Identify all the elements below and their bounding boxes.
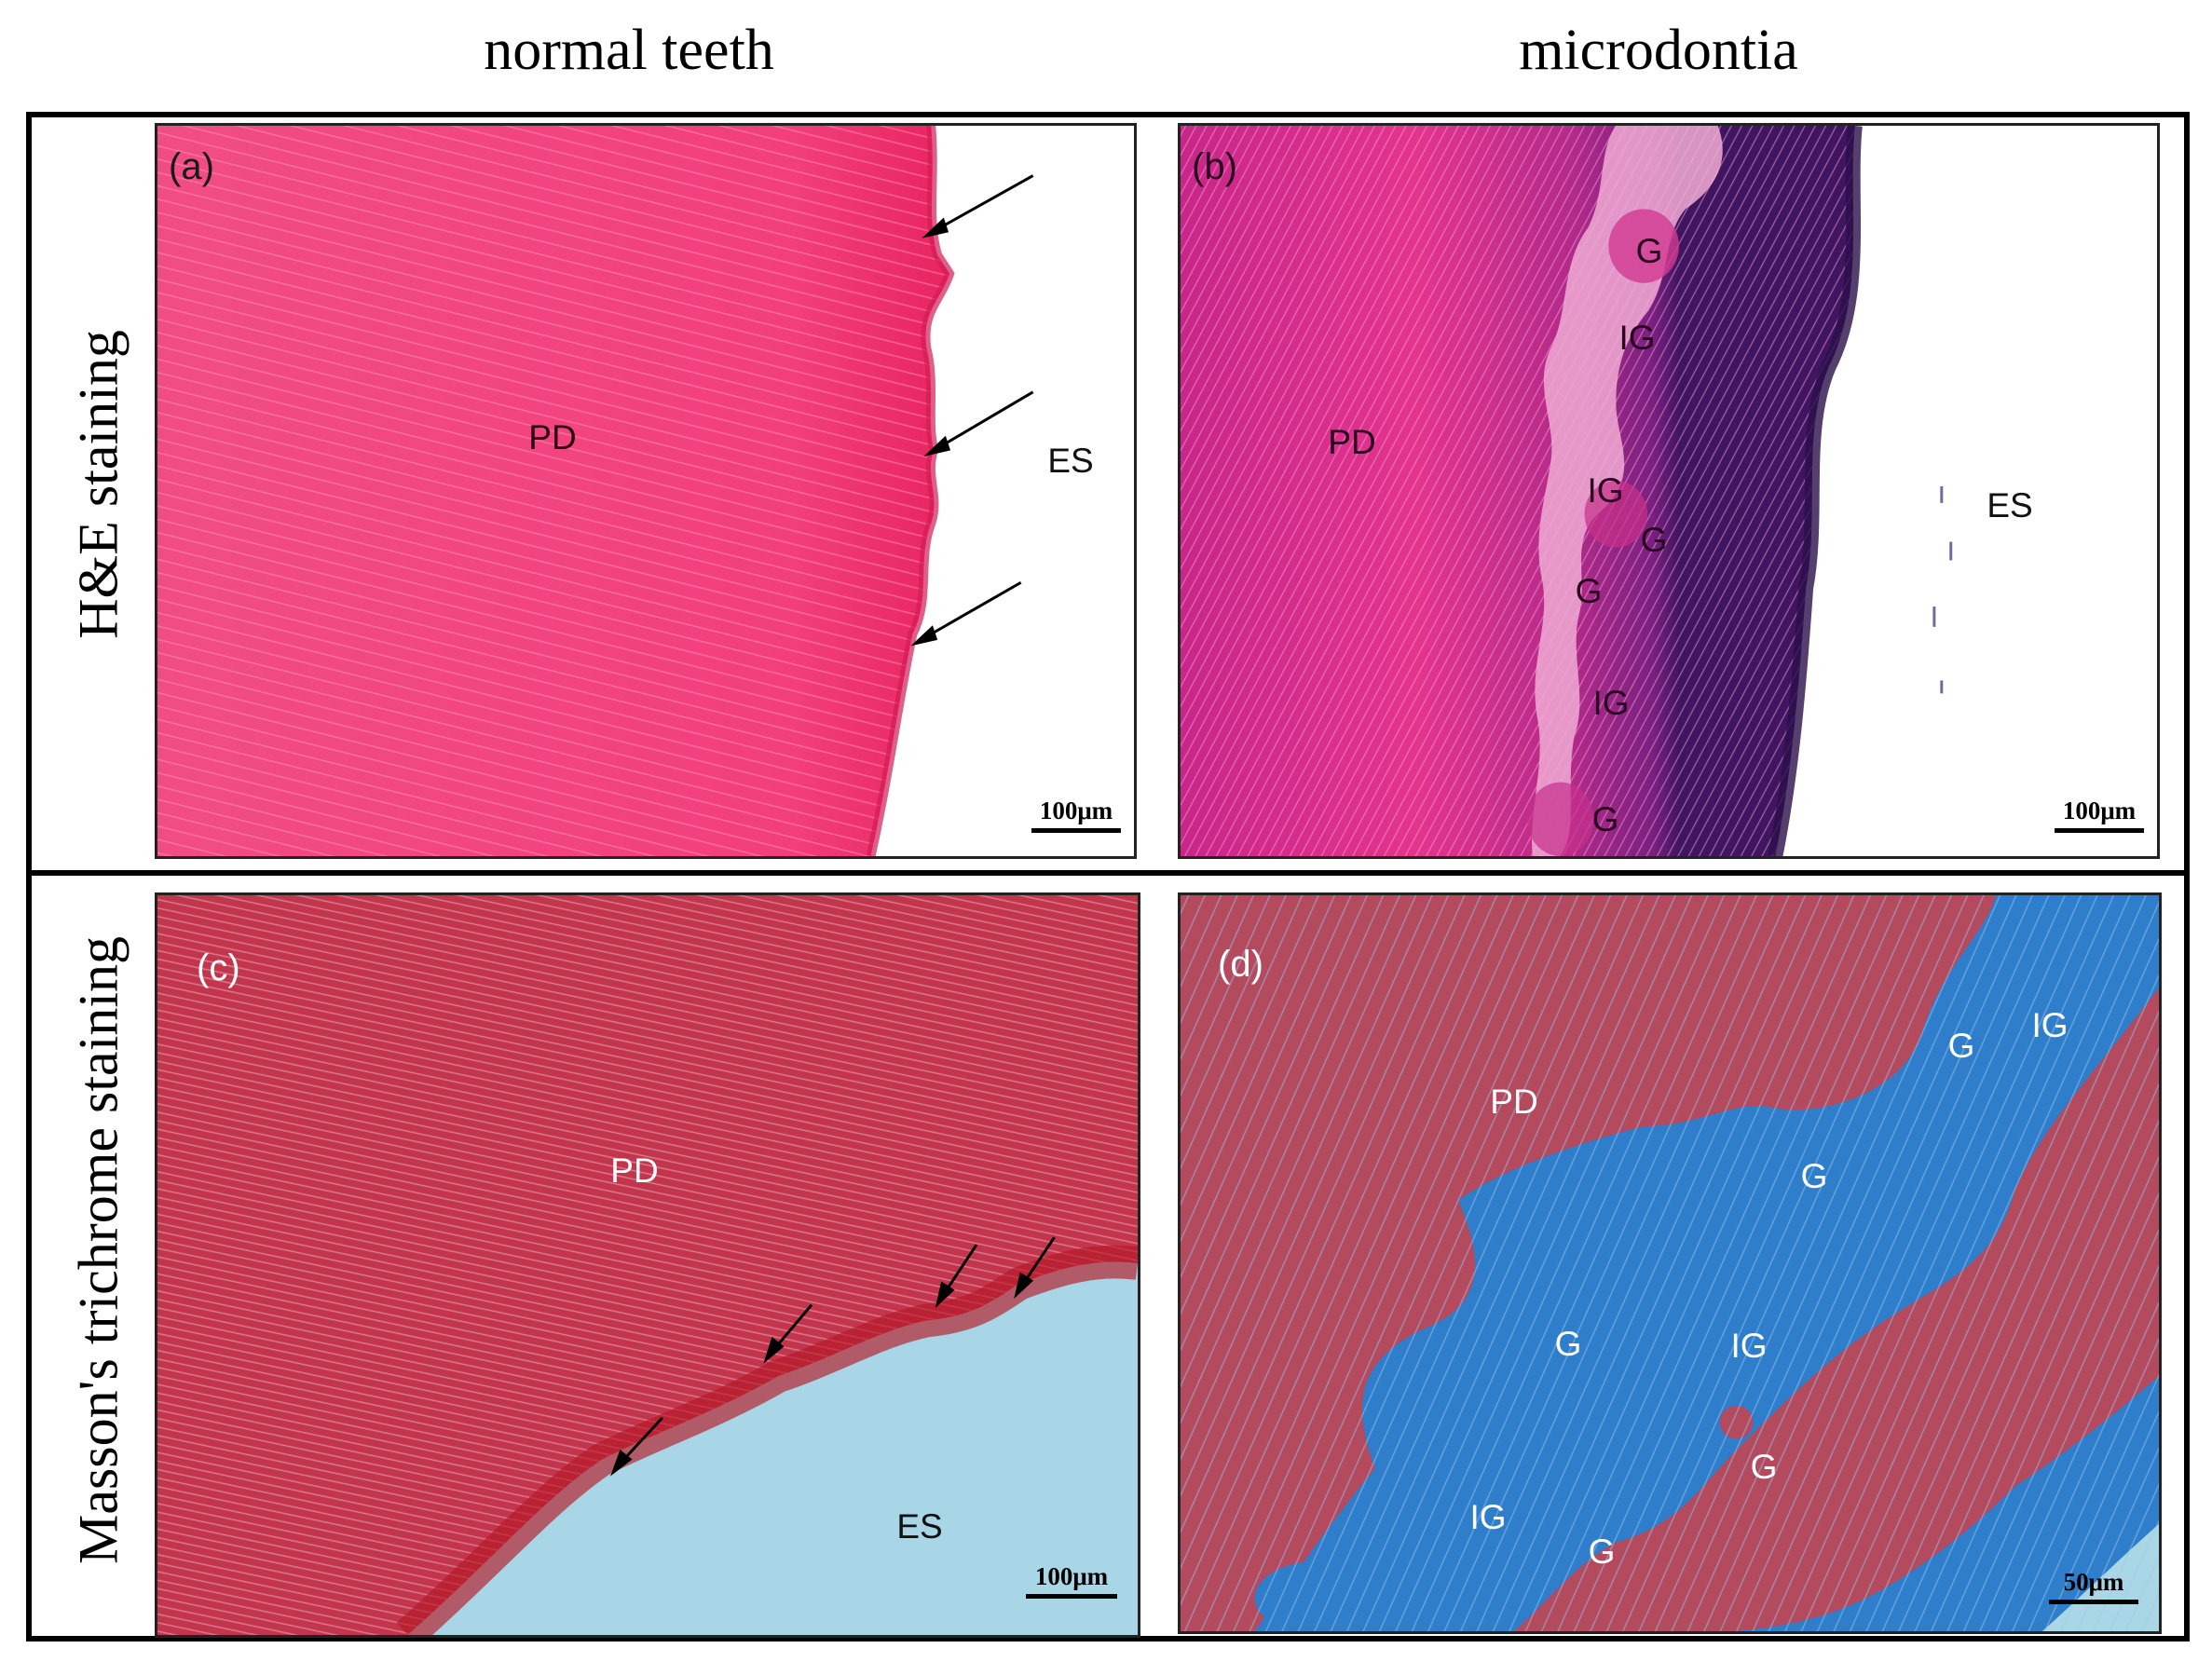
panel-a-image bbox=[157, 126, 1134, 856]
panel-b-label-g: G bbox=[1591, 800, 1619, 838]
panel-d-label-ig: IG bbox=[2031, 1006, 2069, 1044]
panel-b-label-ig: IG bbox=[1592, 684, 1630, 722]
panel-a-micrograph: (a) PD ES 100μm bbox=[155, 123, 1137, 859]
panel-b-label-g: G bbox=[1640, 521, 1668, 559]
panel-d-micrograph: (d) G IG PD G G IG G IG G 50μm bbox=[1178, 892, 2162, 1634]
panel-c-micrograph: (c) PD ES 100μm bbox=[155, 892, 1140, 1638]
panel-a-scale-text: 100μm bbox=[1039, 797, 1113, 824]
panel-b-label-g: G bbox=[1635, 232, 1663, 270]
panel-b-scale-bar: 100μm bbox=[2055, 797, 2144, 833]
panel-b-micrograph: (b) PD ES G IG IG G G IG G 100μm bbox=[1178, 123, 2160, 859]
panel-d-image bbox=[1181, 895, 2159, 1631]
panel-b-label-pd: PD bbox=[1328, 423, 1376, 461]
panel-b-label-ig: IG bbox=[1587, 471, 1624, 510]
panel-b-label-g: G bbox=[1575, 572, 1603, 610]
panel-b-image bbox=[1181, 126, 2157, 856]
panel-c-tag: (c) bbox=[197, 947, 240, 988]
panel-a-arrows bbox=[910, 174, 1034, 647]
panel-c-image bbox=[157, 895, 1138, 1635]
panel-c-label-pd: PD bbox=[610, 1151, 659, 1190]
panel-c-scale-bar: 100μm bbox=[1026, 1562, 1117, 1599]
panel-d-scale-bar: 50μm bbox=[2049, 1568, 2138, 1604]
panel-b-scale-text: 100μm bbox=[2062, 797, 2137, 824]
panel-d-label-g: G bbox=[1750, 1448, 1778, 1486]
panel-a-tag: (a) bbox=[169, 146, 214, 187]
panel-a-scale-bar: 100μm bbox=[1031, 797, 1121, 833]
panel-a-label-es: ES bbox=[1047, 442, 1094, 480]
panel-d-scale-text: 50μm bbox=[2063, 1568, 2124, 1596]
panel-d-label-pd: PD bbox=[1490, 1083, 1538, 1121]
column-title-microdontia: microdontia bbox=[1519, 19, 1798, 82]
column-title-normal-teeth: normal teeth bbox=[484, 19, 774, 82]
panel-d-label-ig: IG bbox=[1730, 1327, 1768, 1365]
panel-d-label-g: G bbox=[1947, 1027, 1975, 1065]
row-frame-masson bbox=[26, 870, 2190, 1642]
row-label-masson-trichrome: Masson's trichrome staining bbox=[67, 935, 130, 1565]
panel-b-label-es: ES bbox=[1987, 486, 2033, 524]
panel-c-arrows bbox=[610, 1236, 1056, 1477]
panel-d-tag: (d) bbox=[1218, 944, 1263, 985]
panel-c-label-es: ES bbox=[896, 1507, 943, 1546]
panel-d-label-g: G bbox=[1588, 1533, 1616, 1571]
panel-b-tag: (b) bbox=[1192, 146, 1237, 187]
panel-a-label-pd: PD bbox=[528, 418, 577, 456]
row-label-he-staining: H&E staining bbox=[67, 330, 130, 639]
panel-d-label-g: G bbox=[1800, 1157, 1828, 1195]
panel-c-scale-text: 100μm bbox=[1034, 1562, 1109, 1590]
panel-b-label-ig: IG bbox=[1618, 319, 1656, 357]
panel-d-label-g: G bbox=[1554, 1325, 1582, 1363]
panel-d-label-ig: IG bbox=[1469, 1498, 1507, 1536]
